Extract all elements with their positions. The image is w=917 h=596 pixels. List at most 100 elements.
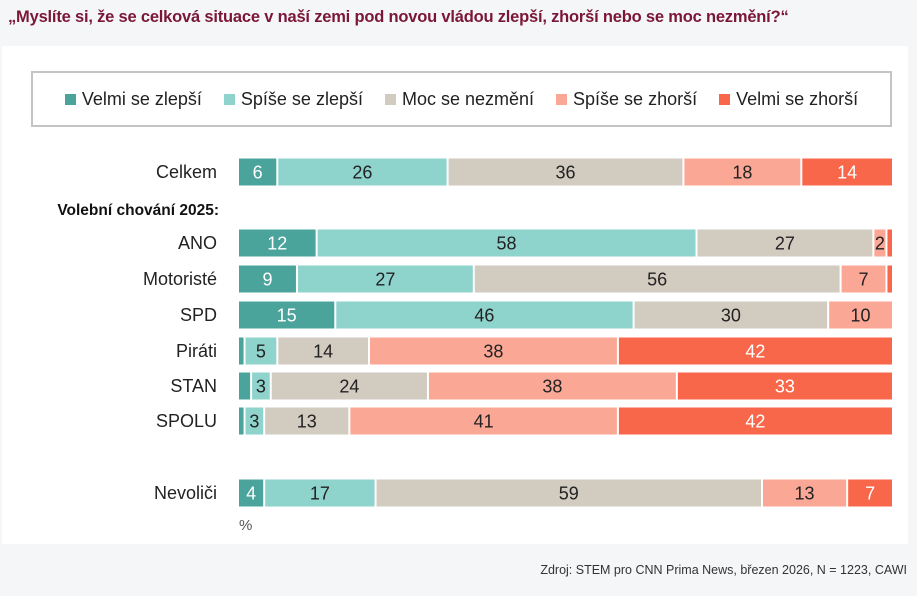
bar-segment bbox=[376, 479, 761, 507]
bar-value-label: 24 bbox=[339, 377, 359, 397]
legend: Velmi se zlepší Spíše se zlepší Moc se nez… bbox=[31, 71, 892, 127]
bar-segment bbox=[634, 301, 828, 329]
bars-layer: Celkem 6 26 36 18 14 ANO 12 58 27 2 Motoristé 9 27 56 7… bbox=[143, 158, 892, 507]
legend-item: Moc se nezmění bbox=[384, 88, 535, 110]
legend-swatch bbox=[223, 93, 235, 105]
bar-segment bbox=[841, 265, 886, 293]
chart-title: „Myslíte si, že se celková situace v naš… bbox=[8, 8, 789, 26]
legend-label: Velmi se zlepší bbox=[81, 88, 202, 109]
bar-value-label: 7 bbox=[865, 484, 875, 504]
bar-segment bbox=[448, 158, 683, 186]
row-label: STAN bbox=[170, 376, 217, 396]
bar-segment bbox=[802, 158, 892, 186]
bar-value-label: 2 bbox=[875, 234, 885, 254]
legend-item: Velmi se zlepší bbox=[64, 88, 202, 110]
group-heading: Volební chování 2025: bbox=[57, 202, 219, 219]
bar-segment bbox=[874, 229, 886, 257]
bar-value-label: 27 bbox=[775, 234, 795, 254]
bar-segment bbox=[677, 372, 892, 400]
bar-value-label: 38 bbox=[483, 342, 503, 362]
bar-value-label: 13 bbox=[795, 484, 815, 504]
row-label: SPD bbox=[180, 305, 217, 325]
chart-panel bbox=[2, 46, 908, 544]
bar-segment bbox=[239, 301, 335, 329]
bar-value-label: 42 bbox=[745, 342, 765, 362]
bar-segment bbox=[239, 229, 316, 257]
bar-segment bbox=[297, 265, 473, 293]
bar-value-label: 10 bbox=[851, 306, 871, 326]
bar-value-label: 33 bbox=[775, 377, 795, 397]
bar-segment bbox=[245, 337, 277, 365]
bar-value-label: 17 bbox=[310, 484, 330, 504]
bar-segment bbox=[239, 372, 251, 400]
bar-segment bbox=[887, 265, 892, 293]
row-label: Celkem bbox=[156, 162, 217, 182]
bar-segment bbox=[618, 407, 892, 435]
bar-segment bbox=[697, 229, 873, 257]
bar-segment bbox=[474, 265, 840, 293]
bar-segment bbox=[618, 337, 892, 365]
bar-segment bbox=[336, 301, 633, 329]
bar-value-label: 46 bbox=[474, 306, 494, 326]
legend-item: Velmi se zhorší bbox=[719, 89, 858, 110]
unit-label: % bbox=[239, 517, 252, 534]
legend-label: Spíše se zhorší bbox=[573, 88, 698, 109]
row-label: Piráti bbox=[176, 341, 217, 361]
source-note: Zdroj: STEM pro CNN Prima News, březen 2… bbox=[540, 563, 907, 577]
bar-segment bbox=[239, 265, 296, 293]
bar-value-label: 58 bbox=[497, 234, 517, 254]
legend-swatch bbox=[384, 93, 396, 105]
bar-segment bbox=[887, 229, 892, 257]
bar-value-label: 41 bbox=[474, 412, 494, 432]
bar-segment bbox=[265, 407, 349, 435]
row-label: ANO bbox=[178, 233, 217, 253]
legend-swatch bbox=[719, 93, 731, 105]
legend-swatch bbox=[556, 93, 568, 105]
bar-value-label: 26 bbox=[352, 163, 372, 183]
legend-label: Velmi se zhorší bbox=[736, 88, 859, 109]
legend-label: Spíše se zlepší bbox=[240, 88, 363, 109]
bar-segment bbox=[271, 372, 427, 400]
bar-segment bbox=[428, 372, 676, 400]
bar-value-label: 4 bbox=[246, 484, 256, 504]
row-label: SPOLU bbox=[156, 411, 217, 431]
bar-value-label: 56 bbox=[647, 270, 667, 290]
legend-item: Spíše se zhorší bbox=[556, 89, 697, 110]
legend-label: Moc se nezmění bbox=[401, 88, 535, 109]
bar-segment bbox=[684, 158, 801, 186]
bar-value-label: 36 bbox=[555, 163, 575, 183]
bar-segment bbox=[829, 301, 892, 329]
bar-value-label: 14 bbox=[837, 163, 857, 183]
legend-item: Spíše se zlepší bbox=[223, 88, 363, 110]
bar-value-label: 3 bbox=[256, 377, 266, 397]
bar-segment bbox=[763, 479, 847, 507]
bar-segment bbox=[278, 158, 447, 186]
bar-segment bbox=[239, 479, 264, 507]
row-label: Motoristé bbox=[143, 269, 217, 289]
bar-value-label: 18 bbox=[732, 163, 752, 183]
bar-value-label: 3 bbox=[249, 412, 259, 432]
bar-segment bbox=[278, 337, 368, 365]
bar-segment bbox=[239, 158, 277, 186]
bar-segment bbox=[239, 407, 244, 435]
bar-value-label: 42 bbox=[745, 412, 765, 432]
bar-value-label: 38 bbox=[542, 377, 562, 397]
bar-value-label: 5 bbox=[256, 342, 266, 362]
bar-value-label: 14 bbox=[313, 342, 333, 362]
bar-segment bbox=[245, 407, 264, 435]
bar-value-label: 27 bbox=[375, 270, 395, 290]
bar-value-label: 9 bbox=[262, 270, 272, 290]
bar-segment bbox=[317, 229, 696, 257]
bar-value-label: 6 bbox=[253, 163, 263, 183]
bar-segment bbox=[265, 479, 375, 507]
bar-segment bbox=[370, 337, 617, 365]
bar-value-label: 15 bbox=[277, 306, 297, 326]
bar-segment bbox=[848, 479, 892, 507]
bar-value-label: 12 bbox=[267, 234, 287, 254]
legend-swatch bbox=[64, 93, 76, 105]
bar-segment bbox=[350, 407, 617, 435]
bar-segment bbox=[239, 337, 244, 365]
bar-value-label: 7 bbox=[859, 270, 869, 290]
bar-value-label: 13 bbox=[297, 412, 317, 432]
